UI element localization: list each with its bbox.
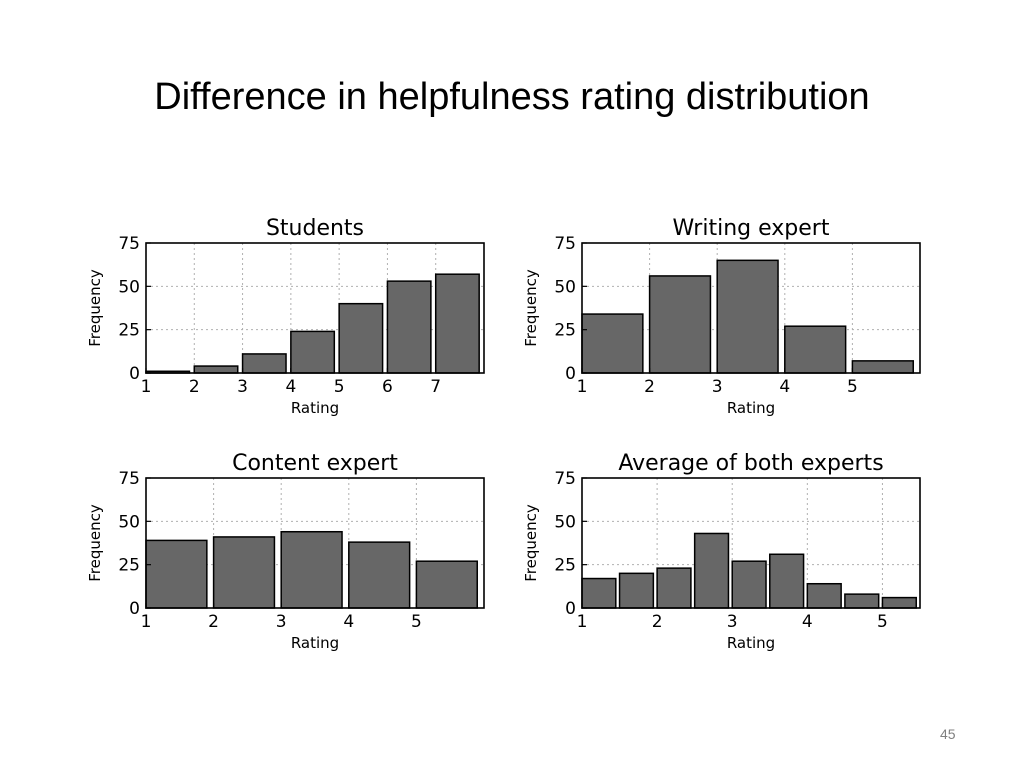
- bar-bin-6: [386, 280, 432, 374]
- histogram-students: Students 1 2 3 4 5 6 7 0 25 50 75 Rating Frequency: [86, 216, 485, 417]
- x-tick-label: 2: [652, 612, 663, 632]
- x-axis-label: Rating: [291, 399, 339, 417]
- x-tick-label: 2: [208, 612, 219, 632]
- bar-bin-5: [415, 560, 478, 609]
- x-tick-label: 3: [712, 377, 723, 397]
- x-axis-label: Rating: [727, 399, 775, 417]
- x-tick-label: 3: [237, 377, 248, 397]
- y-axis-label: Frequency: [86, 269, 104, 347]
- bar-bin-2: [648, 275, 712, 374]
- y-axis-label: Frequency: [522, 504, 540, 582]
- y-tick-label: 0: [129, 364, 140, 384]
- y-tick-label: 75: [118, 469, 140, 489]
- y-tick-label: 0: [565, 599, 576, 619]
- chart-title: Writing expert: [673, 216, 830, 241]
- x-tick-label: 4: [802, 612, 813, 632]
- y-tick-label: 75: [118, 234, 140, 254]
- x-axis-label: Rating: [727, 634, 775, 652]
- y-tick-label: 50: [554, 277, 576, 297]
- slide-title: Difference in helpfulness rating distrib…: [154, 76, 870, 118]
- x-tick-label: 3: [727, 612, 738, 632]
- bar-bin-2: [656, 567, 692, 609]
- bar-bin-5: [881, 596, 917, 609]
- bar-bin-1: [581, 577, 617, 609]
- y-tick-label: 75: [554, 469, 576, 489]
- page-number: 45: [940, 726, 956, 742]
- y-tick-label: 50: [118, 512, 140, 532]
- x-tick-label: 1: [577, 612, 588, 632]
- bar-bin-5: [851, 360, 914, 374]
- x-tick-label: 2: [189, 377, 200, 397]
- bar-bin-2: [193, 365, 239, 374]
- plot-frame: [145, 477, 485, 609]
- chart-title: Average of both experts: [618, 451, 883, 476]
- x-tick-label: 5: [877, 612, 888, 632]
- y-tick-label: 0: [565, 364, 576, 384]
- bar-bin-3.5: [769, 553, 805, 609]
- bar-bin-2.5: [693, 532, 730, 609]
- y-tick-label: 0: [129, 599, 140, 619]
- x-tick-label: 1: [141, 612, 152, 632]
- y-tick-label: 25: [118, 321, 140, 341]
- bar-bin-3: [716, 259, 779, 374]
- x-tick-label: 1: [577, 377, 588, 397]
- x-tick-label: 7: [430, 377, 441, 397]
- x-tick-label: 2: [644, 377, 655, 397]
- x-tick-label: 5: [411, 612, 422, 632]
- bar-bin-3: [280, 530, 343, 609]
- plot-frame: [581, 477, 921, 609]
- bar-bin-5: [338, 302, 384, 374]
- y-axis-label: Frequency: [522, 269, 540, 347]
- y-tick-label: 25: [554, 556, 576, 576]
- y-tick-label: 50: [554, 512, 576, 532]
- x-axis-label: Rating: [291, 634, 339, 652]
- bar-bin-4: [806, 582, 842, 609]
- bar-bin-1: [145, 539, 208, 609]
- x-tick-label: 1: [141, 377, 152, 397]
- bar-bin-4: [348, 541, 411, 609]
- chart-title: Content expert: [232, 451, 398, 476]
- x-tick-label: 6: [382, 377, 393, 397]
- chart-title: Students: [266, 216, 364, 241]
- x-tick-label: 4: [779, 377, 790, 397]
- y-tick-label: 50: [118, 277, 140, 297]
- bar-bin-1.5: [618, 572, 655, 609]
- x-tick-label: 5: [334, 377, 345, 397]
- bar-bin-7: [434, 273, 480, 374]
- bar-bin-4: [784, 325, 847, 374]
- x-tick-label: 4: [343, 612, 354, 632]
- bar-bin-4.5: [844, 593, 880, 609]
- bar-bin-3: [731, 560, 767, 609]
- bar-bin-2: [212, 536, 276, 609]
- y-tick-label: 25: [118, 556, 140, 576]
- plot-frame: [145, 242, 485, 374]
- y-tick-label: 25: [554, 321, 576, 341]
- y-tick-label: 75: [554, 234, 576, 254]
- bar-bin-1: [581, 313, 644, 374]
- x-tick-label: 3: [276, 612, 287, 632]
- plot-frame: [581, 242, 921, 374]
- bar-bin-4: [290, 330, 336, 374]
- x-tick-label: 5: [847, 377, 858, 397]
- bar-bin-3: [241, 353, 287, 374]
- x-tick-label: 4: [285, 377, 296, 397]
- y-axis-label: Frequency: [86, 504, 104, 582]
